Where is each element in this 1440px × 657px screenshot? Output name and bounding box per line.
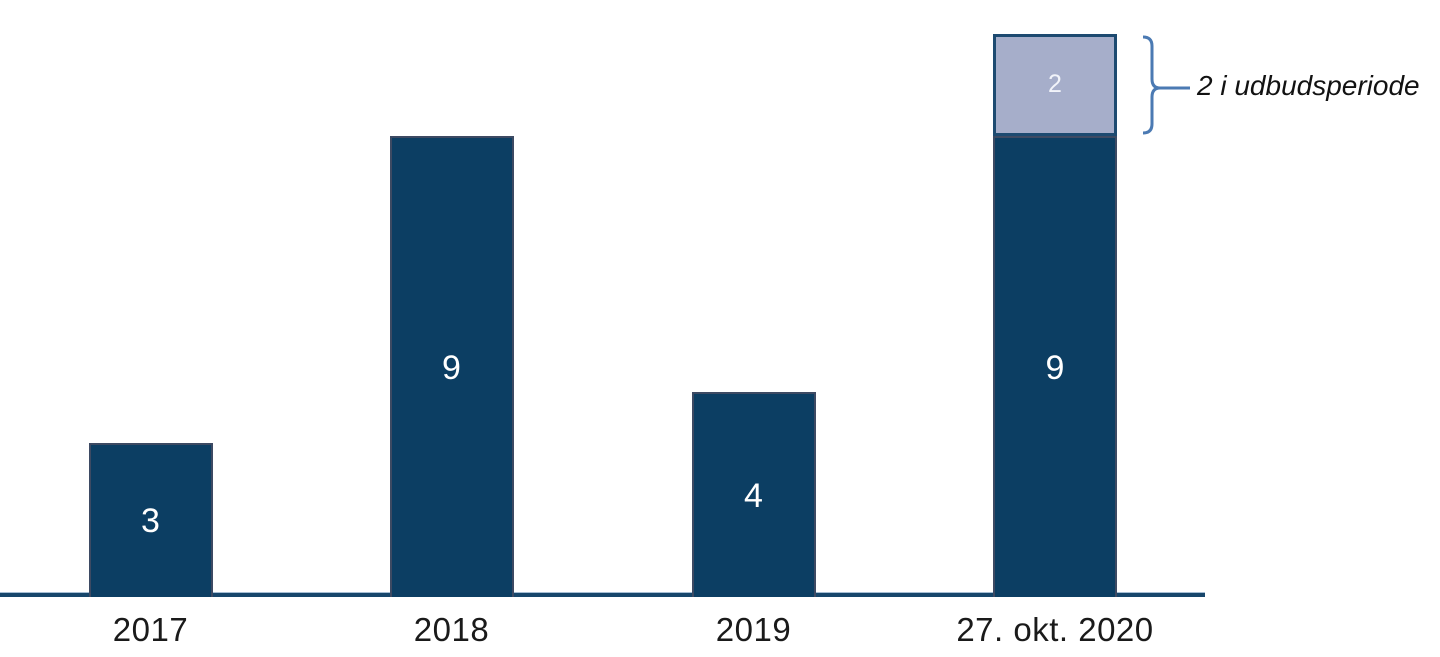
x-axis-line — [0, 593, 1205, 597]
x-axis-label-2017: 2017 — [112, 611, 189, 648]
x-axis-label-2019: 2019 — [715, 611, 792, 648]
bracket-icon — [1142, 35, 1190, 135]
bar-value-label: 2 — [1048, 70, 1062, 99]
x-axis-label-2018: 2018 — [413, 611, 490, 648]
bar-value-label: 4 — [744, 476, 763, 515]
bar-value-label: 9 — [1045, 348, 1065, 387]
bar-segment-base-2017: 3 — [88, 443, 213, 597]
bar-segment-base-2018: 9 — [389, 136, 514, 597]
annotation-label: 2 i udbudsperiode — [1197, 70, 1420, 101]
bar-segment-base-27-okt-2020: 9 — [993, 136, 1117, 597]
bar-value-label: 3 — [141, 502, 160, 541]
x-axis-label-27-okt-2020: 27. okt. 2020 — [956, 611, 1154, 648]
bar-segment-overlay-27-okt-2020: 2 — [993, 33, 1117, 137]
bar-value-label: 9 — [442, 348, 461, 387]
bar-segment-base-2019: 4 — [691, 392, 816, 597]
